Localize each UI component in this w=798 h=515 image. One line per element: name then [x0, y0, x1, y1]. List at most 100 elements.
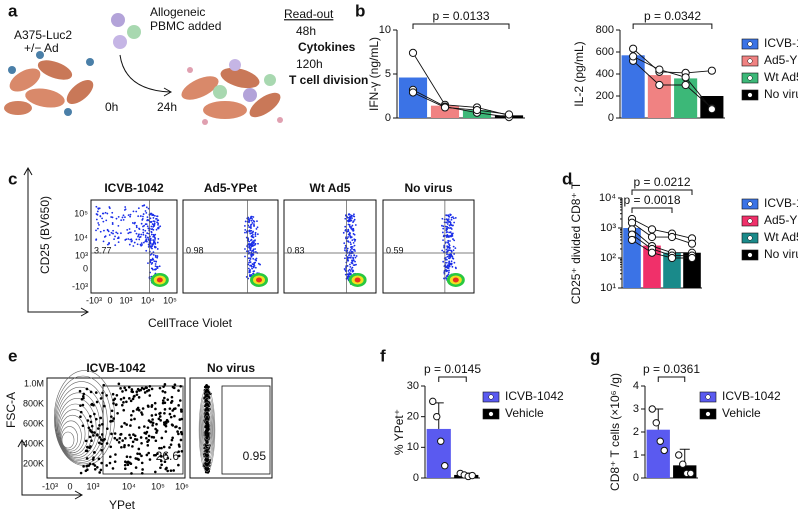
legend-label: Ad5-YPet	[764, 53, 798, 67]
event-dot	[251, 263, 254, 265]
axis-arrow	[27, 168, 88, 313]
event-dot	[352, 221, 354, 224]
event-dot	[152, 251, 155, 254]
event-dot	[447, 239, 450, 242]
event-dot	[109, 420, 112, 423]
legend-label: ICVB-1042	[505, 389, 564, 403]
event-dot	[177, 454, 181, 458]
event-dot	[250, 255, 253, 258]
sample-title: Ad5-YPet	[204, 181, 257, 195]
event-dot	[146, 225, 149, 228]
x-tick-label: -10³	[86, 295, 102, 305]
event-dot	[155, 422, 158, 426]
event-dot	[97, 227, 99, 230]
legend-dot	[747, 41, 753, 47]
event-dot	[248, 240, 251, 243]
event-dot	[125, 423, 128, 426]
event-dot	[205, 429, 209, 433]
event-dot	[153, 401, 157, 405]
event-dot	[137, 207, 140, 210]
donor-point	[440, 103, 450, 112]
contour	[200, 397, 214, 463]
event-dot	[251, 250, 254, 252]
event-dot	[157, 417, 161, 421]
event-dot	[162, 385, 165, 388]
event-dot	[145, 211, 148, 214]
event-dot	[159, 466, 162, 470]
event-dot	[90, 403, 93, 406]
event-dot	[129, 418, 133, 422]
event-dot	[441, 231, 444, 234]
event-dot	[144, 236, 147, 239]
event-dot	[205, 386, 209, 389]
event-dot	[109, 445, 113, 449]
y-tick-label: 10	[407, 441, 419, 453]
donor-point	[707, 66, 716, 75]
event-dot	[146, 444, 150, 447]
bar	[646, 429, 670, 478]
data-point	[675, 451, 683, 459]
event-dot	[205, 459, 208, 462]
event-dot	[135, 390, 139, 394]
arrow-head	[23, 166, 90, 317]
event-dot	[131, 390, 135, 394]
event-dot	[115, 438, 119, 442]
panel-label: e	[8, 346, 17, 365]
gate-percent: 0.98	[186, 245, 204, 255]
event-dot	[105, 427, 109, 431]
event-dot	[254, 258, 257, 261]
y-tick-label: 2	[633, 426, 639, 438]
event-dot	[101, 217, 103, 220]
event-dot	[155, 431, 158, 434]
event-dot	[115, 394, 119, 397]
bar	[621, 55, 645, 118]
event-dot	[347, 275, 350, 278]
event-dot	[146, 219, 149, 222]
event-dot	[125, 238, 128, 241]
event-dot	[163, 390, 167, 394]
event-dot	[350, 250, 353, 253]
event-dot	[446, 236, 448, 239]
event-dot	[85, 387, 89, 391]
event-dot	[156, 255, 159, 257]
event-dot	[349, 241, 352, 244]
event-dot	[150, 225, 153, 228]
event-dot	[444, 268, 447, 271]
event-dot	[117, 441, 121, 444]
event-dot	[120, 232, 122, 235]
event-dot	[121, 216, 124, 219]
donor-point	[687, 253, 697, 263]
event-dot	[157, 238, 160, 240]
sample-title: ICVB-1042	[104, 181, 164, 195]
event-dot	[151, 223, 154, 225]
event-dot	[159, 411, 162, 415]
event-dot	[350, 214, 353, 217]
y-axis-title: CD8⁺ T cells (×10⁶ /g)	[608, 373, 622, 491]
event-dot	[149, 239, 152, 242]
event-dot	[117, 224, 120, 227]
event-dot	[106, 243, 109, 246]
event-dot	[163, 401, 167, 405]
event-dot	[172, 469, 175, 472]
legend-label: Vehicle	[722, 406, 761, 420]
event-dot	[95, 238, 98, 241]
event-dot	[133, 417, 136, 421]
event-dot	[347, 270, 350, 272]
event-dot	[452, 232, 454, 235]
event-dot	[450, 216, 453, 219]
event-dot	[151, 245, 154, 248]
event-dot	[113, 436, 117, 440]
event-dot	[163, 411, 166, 415]
data-point	[679, 460, 687, 468]
event-dot	[137, 408, 141, 412]
event-dot	[351, 228, 354, 231]
event-dot	[156, 256, 159, 259]
event-dot	[353, 248, 356, 251]
event-dot	[136, 452, 139, 455]
event-dot	[96, 466, 99, 469]
event-dot	[130, 413, 133, 417]
event-dot	[129, 436, 133, 440]
legend-label: No virus	[764, 247, 798, 261]
event-dot	[353, 218, 356, 221]
